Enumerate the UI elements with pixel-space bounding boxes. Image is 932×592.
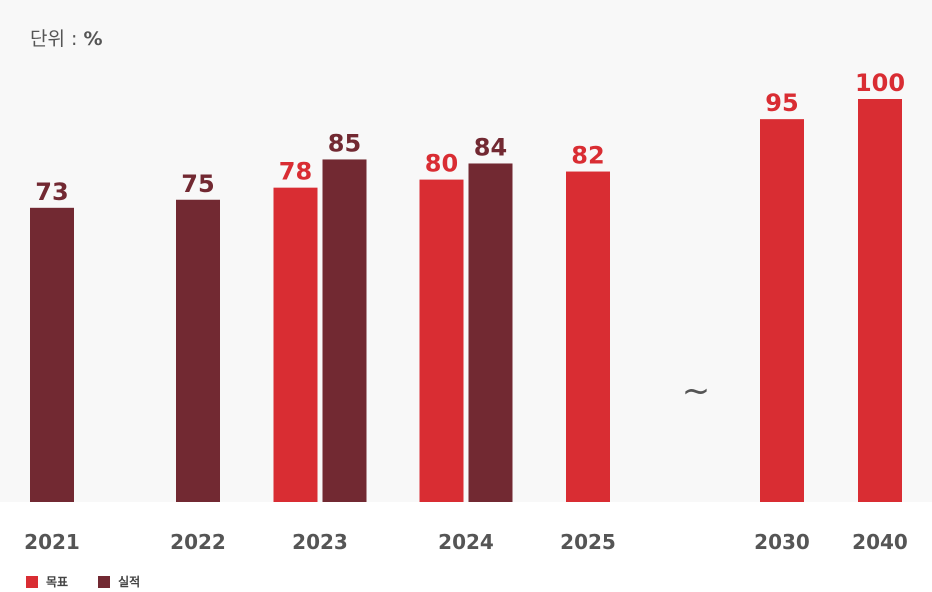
x-tick-label-2040: 2040 (852, 530, 908, 554)
unit-label: 단위 : % (30, 24, 103, 51)
unit-prefix: 단위 : (30, 28, 84, 50)
bar-actual-2021 (30, 207, 74, 502)
bar-actual-2022 (176, 199, 220, 502)
bar-actual-2023 (322, 159, 367, 502)
legend-swatch-target (26, 575, 38, 588)
legend: 목표 실적 (26, 573, 140, 590)
data-label-target-2030: 95 (765, 89, 798, 117)
data-label-actual-2024: 84 (474, 133, 507, 161)
bar-target-2024 (419, 179, 464, 502)
data-label-target-2025: 82 (571, 142, 604, 170)
x-tick-label-2024: 2024 (438, 530, 494, 554)
x-tick-label-2021: 2021 (24, 530, 80, 554)
bar-target-2040 (858, 99, 902, 502)
bar-target-2030 (760, 119, 804, 503)
legend-swatch-actual (98, 575, 111, 588)
legend-item-actual: 실적 (98, 573, 140, 590)
bar-target-2025 (566, 171, 610, 503)
legend-item-target: 목표 (26, 573, 68, 590)
data-label-target-2024: 80 (425, 150, 458, 178)
axis-break-symbol: ~ (682, 371, 711, 411)
data-label-target-2040: 100 (855, 69, 905, 97)
legend-label-actual: 실적 (118, 575, 141, 589)
legend-label-target: 목표 (46, 575, 69, 589)
bar-actual-2024 (468, 163, 513, 503)
data-label-actual-2021: 73 (35, 178, 68, 206)
x-tick-label-2023: 2023 (292, 530, 348, 554)
unit-value: % (83, 28, 103, 50)
data-label-actual-2023: 85 (328, 129, 361, 157)
x-tick-label-2025: 2025 (560, 530, 616, 554)
data-label-target-2023: 78 (279, 158, 312, 186)
bar-target-2023 (273, 187, 318, 502)
data-label-actual-2022: 75 (181, 170, 214, 198)
x-tick-label-2030: 2030 (754, 530, 810, 554)
bar-chart: 73 2021 75 2022 78 85 2023 80 84 2024 82 2025 95 2030… (24, 69, 908, 554)
x-tick-label-2022: 2022 (170, 530, 226, 554)
